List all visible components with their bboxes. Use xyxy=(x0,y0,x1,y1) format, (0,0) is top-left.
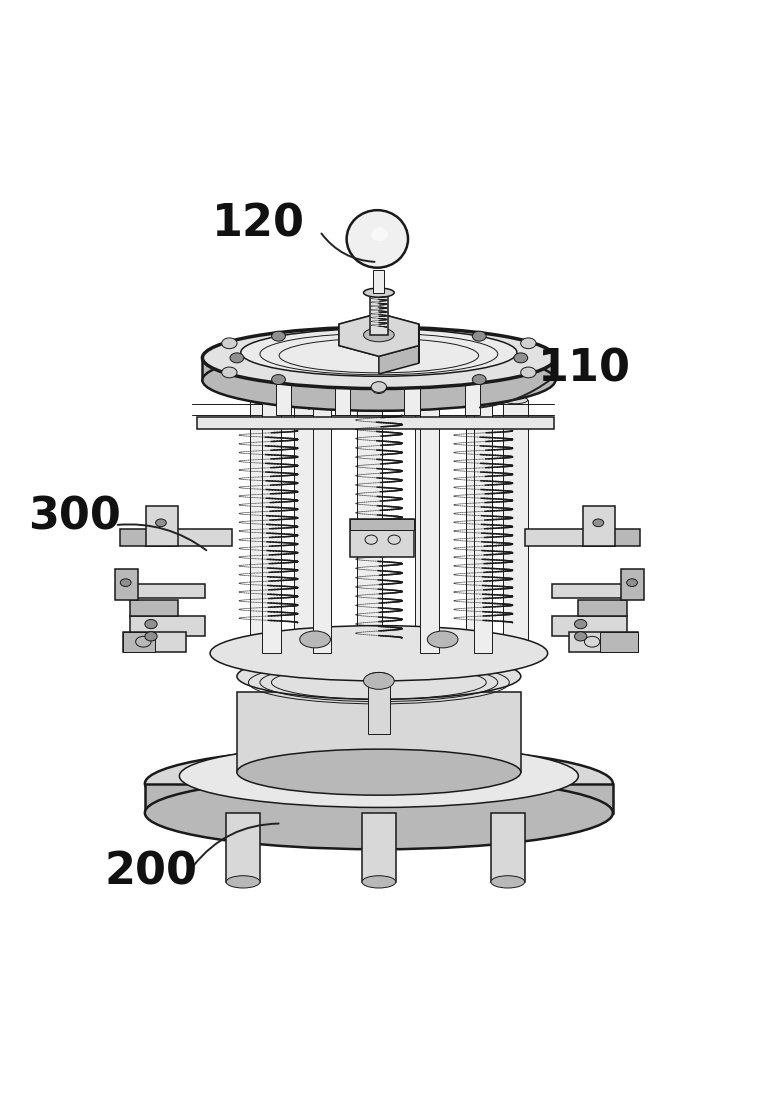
Ellipse shape xyxy=(368,672,390,680)
Polygon shape xyxy=(146,506,178,546)
Ellipse shape xyxy=(222,338,237,349)
Text: 200: 200 xyxy=(105,850,197,893)
Ellipse shape xyxy=(293,396,315,403)
Ellipse shape xyxy=(237,653,521,700)
Polygon shape xyxy=(357,346,382,653)
Ellipse shape xyxy=(145,620,157,629)
Text: 120: 120 xyxy=(212,203,305,245)
Polygon shape xyxy=(524,529,615,546)
Polygon shape xyxy=(226,813,260,882)
Ellipse shape xyxy=(514,353,527,363)
Ellipse shape xyxy=(472,331,486,341)
Ellipse shape xyxy=(415,343,440,350)
Polygon shape xyxy=(263,385,280,653)
Ellipse shape xyxy=(371,323,387,334)
Polygon shape xyxy=(130,600,178,617)
Polygon shape xyxy=(415,346,440,653)
Ellipse shape xyxy=(521,368,536,377)
Ellipse shape xyxy=(593,519,604,527)
Polygon shape xyxy=(250,400,275,653)
Polygon shape xyxy=(197,417,554,430)
Ellipse shape xyxy=(363,672,394,690)
Ellipse shape xyxy=(120,579,131,587)
Polygon shape xyxy=(115,569,138,600)
Polygon shape xyxy=(583,506,615,546)
Polygon shape xyxy=(584,529,640,546)
Polygon shape xyxy=(146,529,232,546)
Polygon shape xyxy=(600,632,638,652)
Ellipse shape xyxy=(574,620,587,629)
Polygon shape xyxy=(313,385,331,653)
Polygon shape xyxy=(122,632,186,652)
Polygon shape xyxy=(569,632,638,652)
Ellipse shape xyxy=(467,396,488,403)
Polygon shape xyxy=(474,385,492,653)
Ellipse shape xyxy=(300,631,330,648)
Ellipse shape xyxy=(372,383,386,393)
Ellipse shape xyxy=(357,343,382,350)
Ellipse shape xyxy=(574,632,587,641)
Ellipse shape xyxy=(427,631,458,648)
Polygon shape xyxy=(420,385,439,653)
Ellipse shape xyxy=(346,210,408,268)
Polygon shape xyxy=(552,584,642,598)
Polygon shape xyxy=(368,676,390,734)
Text: 300: 300 xyxy=(28,495,121,538)
Polygon shape xyxy=(373,270,384,292)
Polygon shape xyxy=(350,519,414,557)
Ellipse shape xyxy=(145,747,613,820)
Ellipse shape xyxy=(156,519,166,527)
Polygon shape xyxy=(362,813,396,882)
Polygon shape xyxy=(404,380,420,415)
Polygon shape xyxy=(465,380,480,415)
Polygon shape xyxy=(621,569,644,600)
Ellipse shape xyxy=(272,374,286,384)
Ellipse shape xyxy=(203,328,555,389)
Ellipse shape xyxy=(503,396,527,404)
Ellipse shape xyxy=(372,322,386,332)
Polygon shape xyxy=(552,617,627,637)
Ellipse shape xyxy=(210,625,547,681)
Polygon shape xyxy=(339,313,419,356)
Polygon shape xyxy=(335,380,350,415)
Ellipse shape xyxy=(371,382,387,392)
Ellipse shape xyxy=(230,353,244,363)
Ellipse shape xyxy=(472,374,486,384)
Ellipse shape xyxy=(241,329,517,376)
Polygon shape xyxy=(203,358,555,380)
Polygon shape xyxy=(122,632,155,652)
Ellipse shape xyxy=(222,368,237,377)
Ellipse shape xyxy=(145,632,157,641)
Polygon shape xyxy=(293,400,315,653)
Polygon shape xyxy=(503,400,527,653)
Polygon shape xyxy=(370,292,388,334)
Polygon shape xyxy=(145,784,613,813)
Ellipse shape xyxy=(362,876,396,888)
Ellipse shape xyxy=(272,331,286,341)
Polygon shape xyxy=(578,600,627,617)
Ellipse shape xyxy=(237,749,521,795)
Polygon shape xyxy=(130,617,205,637)
Polygon shape xyxy=(276,380,291,415)
Ellipse shape xyxy=(371,227,388,241)
Polygon shape xyxy=(120,529,172,546)
Text: 110: 110 xyxy=(538,348,631,391)
Ellipse shape xyxy=(363,288,394,298)
Polygon shape xyxy=(491,813,524,882)
Polygon shape xyxy=(467,400,488,653)
Ellipse shape xyxy=(363,328,394,342)
Ellipse shape xyxy=(491,876,524,888)
Polygon shape xyxy=(118,584,205,598)
Ellipse shape xyxy=(226,876,260,888)
Polygon shape xyxy=(350,519,414,530)
Ellipse shape xyxy=(145,776,613,849)
Polygon shape xyxy=(339,313,419,356)
Polygon shape xyxy=(237,692,521,773)
Ellipse shape xyxy=(203,350,555,411)
Polygon shape xyxy=(379,345,419,374)
Ellipse shape xyxy=(250,396,275,404)
Ellipse shape xyxy=(179,745,578,807)
Ellipse shape xyxy=(627,579,638,587)
Ellipse shape xyxy=(521,338,536,349)
